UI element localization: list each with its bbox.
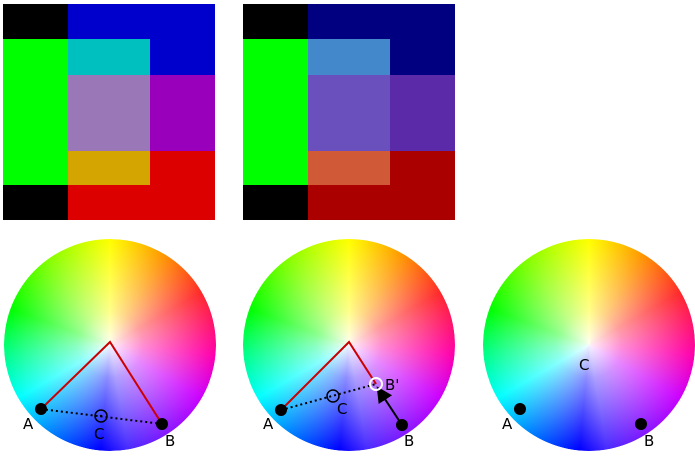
black-block	[3, 185, 68, 220]
color-wheel-right	[483, 239, 695, 451]
color-wheel-left	[4, 239, 216, 451]
point-c-dot	[99, 414, 103, 418]
orange-block	[308, 151, 390, 185]
cyan-block	[308, 39, 390, 75]
dotted-line-ab-prime	[280, 383, 377, 411]
black-block	[243, 4, 308, 39]
yellow-block	[68, 151, 150, 185]
red-angle-line	[280, 340, 377, 411]
label-a: A	[23, 415, 34, 433]
mixing-swatch-left	[3, 4, 215, 220]
label-b-prime: B'	[385, 376, 399, 394]
color-wheel-middle	[243, 239, 455, 451]
label-c: C	[337, 400, 347, 418]
middle-wheel-annotations: A B B' C	[263, 340, 414, 450]
point-a	[275, 404, 287, 416]
label-c: C	[579, 356, 589, 374]
cyan-block	[68, 39, 150, 75]
point-a	[35, 403, 47, 415]
magenta-block	[390, 75, 455, 151]
label-b: B	[404, 432, 414, 450]
point-a	[514, 403, 526, 415]
point-b	[396, 419, 408, 431]
black-block	[3, 4, 68, 39]
mixing-swatch-right	[243, 4, 455, 220]
point-b-prime	[369, 377, 383, 391]
mixed-center-block	[68, 75, 150, 151]
black-block	[243, 185, 308, 220]
right-wheel-annotations: A B C	[502, 356, 654, 450]
red-angle-line	[40, 340, 163, 425]
left-wheel-annotations: A B C	[23, 340, 175, 450]
point-b	[156, 418, 168, 430]
label-c: C	[94, 425, 104, 443]
mixed-center-block	[308, 75, 390, 151]
arrow-b-to-b-prime	[376, 386, 401, 423]
label-a: A	[502, 415, 513, 433]
point-c	[94, 409, 108, 423]
label-b: B	[165, 432, 175, 450]
label-b: B	[644, 432, 654, 450]
point-c	[326, 389, 340, 403]
green-block	[243, 39, 308, 185]
green-block	[3, 39, 68, 185]
magenta-block	[150, 75, 215, 151]
point-b	[635, 418, 647, 430]
label-a: A	[263, 415, 274, 433]
